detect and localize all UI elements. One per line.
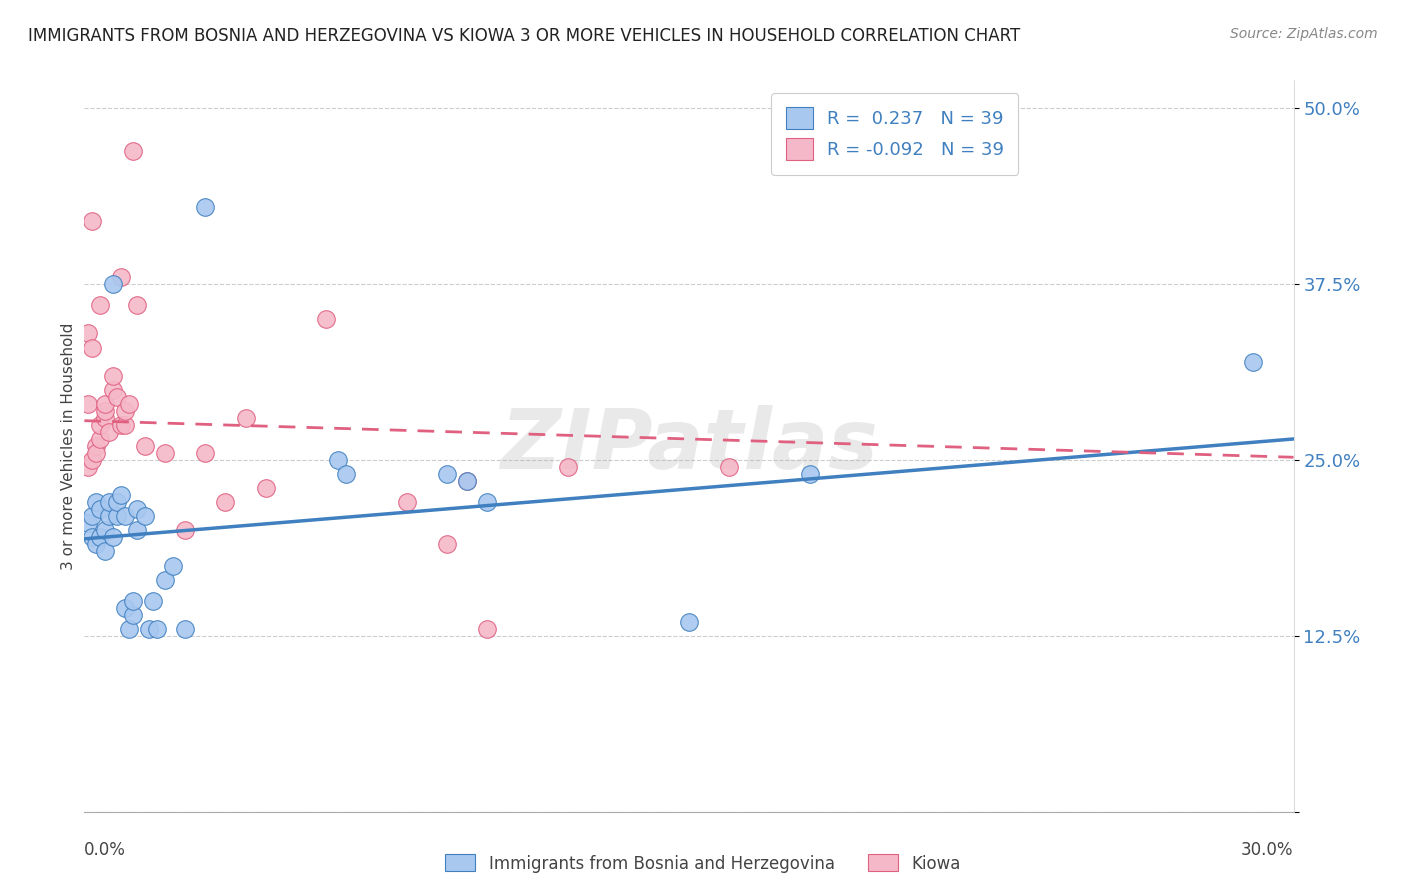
Point <box>125 502 148 516</box>
Text: 0.0%: 0.0% <box>84 841 127 859</box>
Point <box>97 509 120 524</box>
Point <box>82 214 104 228</box>
Point <box>89 530 111 544</box>
Point <box>477 622 499 636</box>
Point <box>86 537 108 551</box>
Y-axis label: 3 or more Vehicles in Household: 3 or more Vehicles in Household <box>60 322 76 570</box>
Point <box>477 495 499 509</box>
Text: ZIPatlas: ZIPatlas <box>501 406 877 486</box>
Point <box>93 404 115 418</box>
Point <box>456 474 478 488</box>
Legend: R =  0.237   N = 39, R = -0.092   N = 39: R = 0.237 N = 39, R = -0.092 N = 39 <box>770 93 1018 175</box>
Point <box>194 200 217 214</box>
Point <box>93 410 115 425</box>
Point <box>77 397 100 411</box>
Point <box>125 524 148 538</box>
Point <box>77 326 100 341</box>
Point <box>97 495 120 509</box>
Point <box>93 397 115 411</box>
Point <box>395 495 418 509</box>
Point <box>557 460 579 475</box>
Point <box>89 502 111 516</box>
Point <box>110 488 132 502</box>
Point <box>97 425 120 439</box>
Point <box>235 410 257 425</box>
Text: Source: ZipAtlas.com: Source: ZipAtlas.com <box>1230 27 1378 41</box>
Point <box>82 341 104 355</box>
Point <box>174 524 197 538</box>
Point <box>101 368 124 383</box>
Point <box>121 144 143 158</box>
Point <box>121 607 143 622</box>
Point <box>121 593 143 607</box>
Point <box>89 417 111 432</box>
Point <box>1241 354 1264 368</box>
Point <box>89 298 111 312</box>
Point <box>678 615 700 629</box>
Point <box>86 439 108 453</box>
Point <box>82 509 104 524</box>
Point <box>153 573 176 587</box>
Point <box>93 544 115 558</box>
Point <box>146 622 169 636</box>
Point <box>328 453 350 467</box>
Point <box>86 495 108 509</box>
Point <box>134 439 156 453</box>
Point <box>214 495 236 509</box>
Point <box>82 530 104 544</box>
Point <box>105 390 128 404</box>
Point <box>436 467 458 482</box>
Point <box>194 446 217 460</box>
Point <box>456 474 478 488</box>
Point <box>86 446 108 460</box>
Point <box>142 593 165 607</box>
Point <box>114 600 136 615</box>
Point <box>101 277 124 292</box>
Point <box>335 467 357 482</box>
Point <box>799 467 821 482</box>
Point <box>105 509 128 524</box>
Point <box>101 530 124 544</box>
Point <box>77 460 100 475</box>
Point <box>89 432 111 446</box>
Point <box>77 516 100 531</box>
Point <box>110 417 132 432</box>
Point <box>114 404 136 418</box>
Point <box>174 622 197 636</box>
Legend: Immigrants from Bosnia and Herzegovina, Kiowa: Immigrants from Bosnia and Herzegovina, … <box>439 847 967 880</box>
Text: IMMIGRANTS FROM BOSNIA AND HERZEGOVINA VS KIOWA 3 OR MORE VEHICLES IN HOUSEHOLD : IMMIGRANTS FROM BOSNIA AND HERZEGOVINA V… <box>28 27 1021 45</box>
Point <box>118 622 141 636</box>
Point <box>93 524 115 538</box>
Point <box>162 558 184 573</box>
Point <box>153 446 176 460</box>
Point <box>134 509 156 524</box>
Point <box>315 312 337 326</box>
Point <box>125 298 148 312</box>
Point <box>118 397 141 411</box>
Text: 30.0%: 30.0% <box>1241 841 1294 859</box>
Point <box>105 495 128 509</box>
Point <box>101 383 124 397</box>
Point <box>114 509 136 524</box>
Point <box>254 481 277 495</box>
Point <box>138 622 160 636</box>
Point <box>82 453 104 467</box>
Point <box>114 417 136 432</box>
Point <box>110 270 132 285</box>
Point <box>436 537 458 551</box>
Point <box>718 460 741 475</box>
